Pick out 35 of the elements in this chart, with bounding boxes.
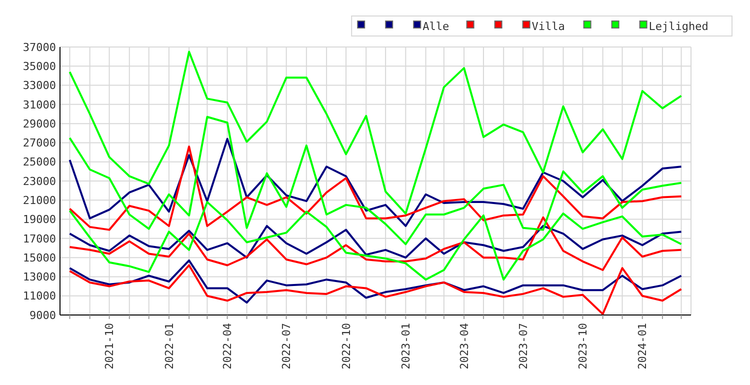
x-tick-label: 2021-10 <box>103 323 116 370</box>
x-tick-label: 2022-07 <box>280 323 294 370</box>
x-tick-label: 2023-04 <box>458 322 471 370</box>
line-series <box>68 50 682 215</box>
line-series <box>68 264 682 316</box>
legend-label: Lejlighed <box>648 20 708 33</box>
y-tick-label: 31000 <box>22 98 56 112</box>
y-tick-label: 9000 <box>30 308 56 322</box>
y-tick-label: 13000 <box>22 270 56 284</box>
y-tick-label: 19000 <box>22 213 56 226</box>
y-tick-label: 35000 <box>22 60 56 73</box>
legend-label: Villa <box>532 20 565 33</box>
y-tick-label: 11000 <box>22 290 56 303</box>
x-tick-label: 2024-01 <box>636 323 650 370</box>
line-series <box>68 116 682 246</box>
line-series <box>68 201 682 281</box>
x-tick-label: 2023-10 <box>576 323 590 370</box>
legend-label: Alle <box>422 20 450 33</box>
y-tick-label: 29000 <box>22 117 56 130</box>
y-tick-label: 33000 <box>22 79 56 92</box>
x-tick-label: 2022-10 <box>340 323 353 370</box>
line-series <box>68 224 682 259</box>
line-series <box>68 216 682 272</box>
x-tick-label: 2023-07 <box>516 323 530 370</box>
y-tick-label: 17000 <box>22 232 56 246</box>
y-tick-label: 37000 <box>22 40 56 54</box>
x-tick-label: 2023-01 <box>400 323 413 370</box>
y-tick-label: 21000 <box>22 194 56 207</box>
x-tick-label: 2022-01 <box>162 323 176 370</box>
y-tick-label: 23000 <box>22 174 56 188</box>
y-tick-label: 25000 <box>22 156 56 169</box>
x-tick-label: 2022-04 <box>221 322 234 370</box>
y-tick-label: 27000 <box>22 136 56 150</box>
y-tick-label: 15000 <box>22 251 56 264</box>
line-series <box>68 259 682 304</box>
